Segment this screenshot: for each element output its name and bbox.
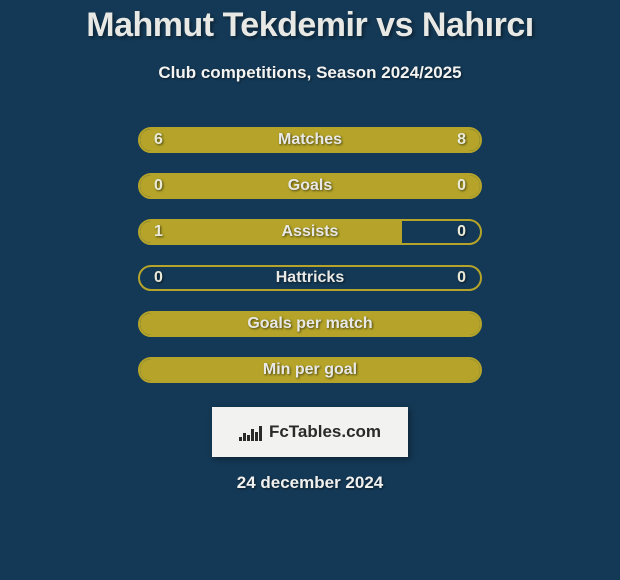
stat-row: Assists 1 0 — [138, 209, 482, 255]
stat-label: Min per goal — [263, 361, 357, 379]
stat-bar-track: Assists 1 0 — [138, 219, 482, 245]
date-line: 24 december 2024 — [237, 473, 384, 493]
stat-label: Matches — [278, 131, 342, 149]
stat-bar-track: Goals 0 0 — [138, 173, 482, 199]
stat-row: Hattricks 0 0 — [138, 255, 482, 301]
stat-label: Goals per match — [247, 315, 372, 333]
stat-value-left: 1 — [154, 223, 163, 241]
stat-value-left: 0 — [154, 177, 163, 195]
stat-bar-track: Goals per match — [138, 311, 482, 337]
stat-row: Goals per match — [138, 301, 482, 347]
brand-badge: FcTables.com — [212, 407, 408, 457]
brand-text: FcTables.com — [269, 422, 381, 442]
stat-row: Matches 6 8 — [138, 117, 482, 163]
stat-row: Goals 0 0 — [138, 163, 482, 209]
stat-value-right: 8 — [457, 131, 466, 149]
stat-value-right: 0 — [457, 177, 466, 195]
stat-value-right: 0 — [457, 223, 466, 241]
page-title: Mahmut Tekdemir vs Nahırcı — [86, 6, 533, 45]
chart-bars-icon — [239, 424, 263, 441]
stat-bar-track: Min per goal — [138, 357, 482, 383]
stat-label: Hattricks — [276, 269, 344, 287]
stat-value-left: 0 — [154, 269, 163, 287]
bars-group: Matches68Goals00Assists10Hattricks00Goal… — [138, 117, 482, 393]
stat-bar-fill-left — [140, 221, 402, 243]
stat-value-left: 6 — [154, 131, 163, 149]
stat-value-right: 0 — [457, 269, 466, 287]
stat-label: Goals — [288, 177, 332, 195]
brand-inner: FcTables.com — [239, 422, 381, 442]
stat-bar-track: Matches 6 8 — [138, 127, 482, 153]
stat-bar-track: Hattricks 0 0 — [138, 265, 482, 291]
stat-label: Assists — [282, 223, 339, 241]
comparison-chart: Mahmut Tekdemir vs Nahırcı Club competit… — [0, 0, 620, 580]
stat-row: Min per goal — [138, 347, 482, 393]
subtitle: Club competitions, Season 2024/2025 — [158, 63, 461, 83]
